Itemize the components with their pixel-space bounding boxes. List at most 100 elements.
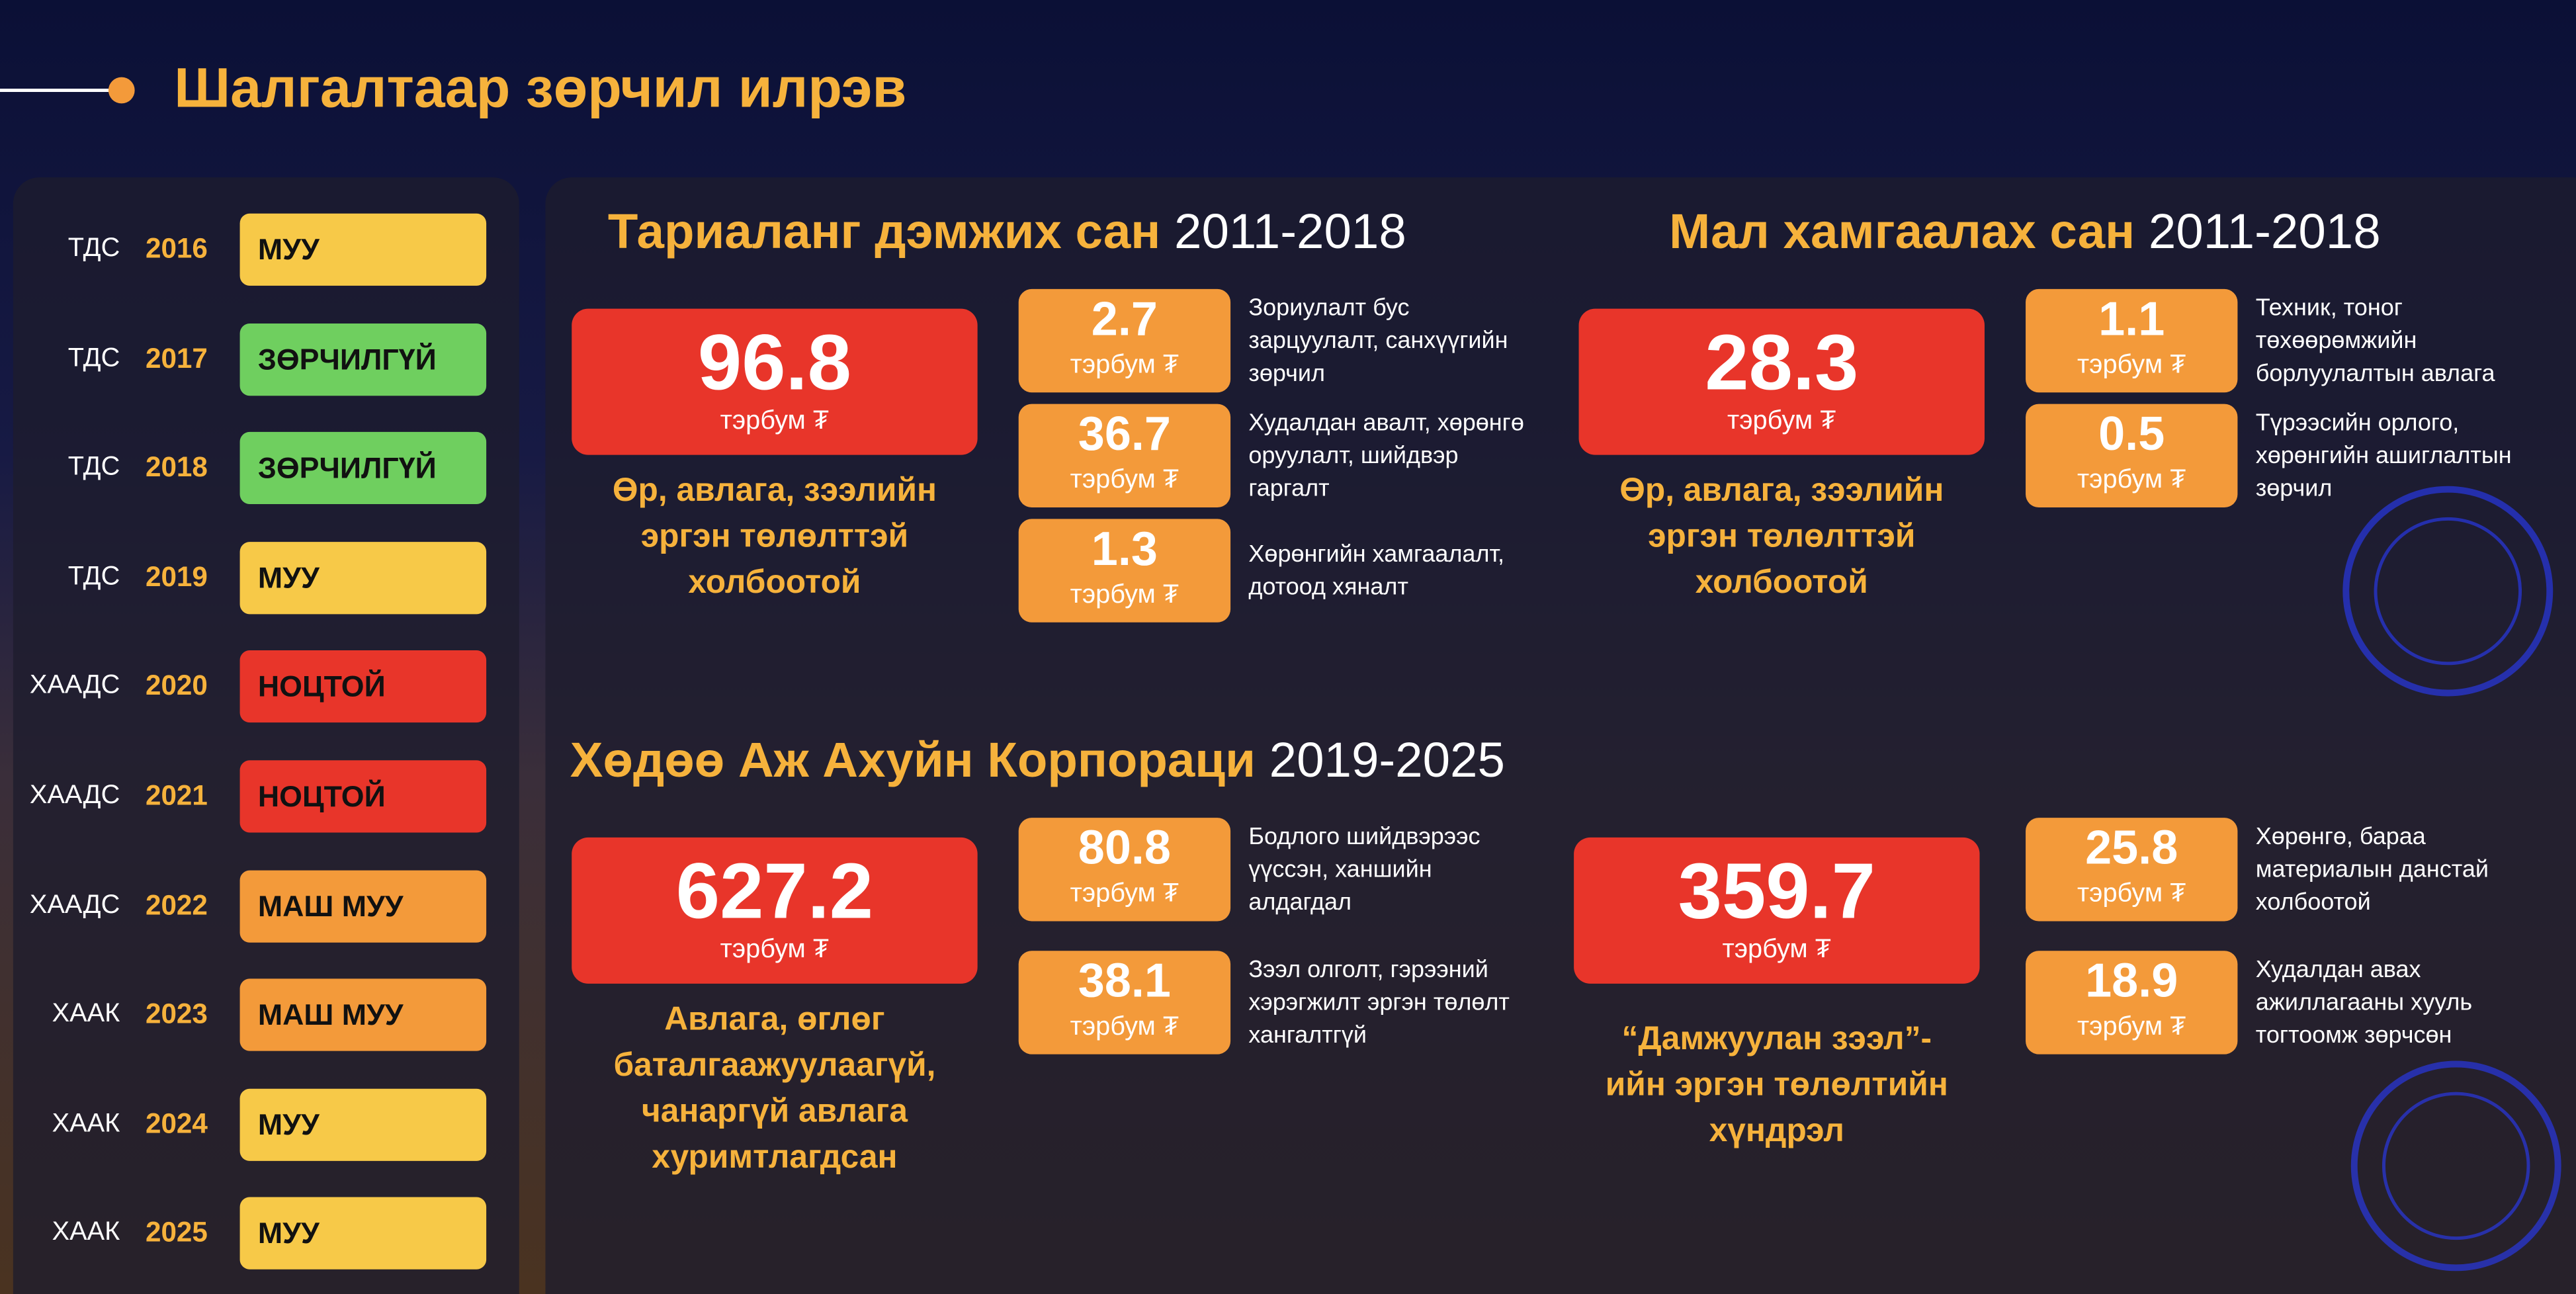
item-text: холбоотой xyxy=(2255,890,2371,917)
status-label: МУУ xyxy=(257,1217,320,1250)
org-label: ХААК xyxy=(52,1000,120,1029)
item-value: 25.8 xyxy=(2085,822,2178,876)
status-pill xyxy=(239,869,487,942)
status-pill xyxy=(239,760,487,833)
main-caption: Өр, авлага, зээлийн xyxy=(1619,472,1944,509)
org-label: ТДС xyxy=(67,234,120,263)
status-label: НОЦТОЙ xyxy=(257,670,386,704)
item-box xyxy=(2026,288,2238,393)
main-caption: Өр, авлага, зээлийн xyxy=(612,472,937,509)
status-label: МУУ xyxy=(257,561,320,595)
item-box xyxy=(1018,818,1231,922)
item-value: 36.7 xyxy=(1078,409,1171,462)
item-value: 2.7 xyxy=(1091,294,1158,347)
year-label: 2016 xyxy=(145,233,208,265)
item-text: зарцуулалт, санхүүгийн xyxy=(1248,328,1508,355)
item-text: Худалдан авалт, хөрөнгө xyxy=(1248,410,1524,437)
section-name: Тариаланг дэмжих сан xyxy=(607,205,1161,260)
main-caption: “Дамжуулан зээл”- xyxy=(1621,1021,1932,1058)
item-unit: тэрбум ₮ xyxy=(1070,581,1180,609)
main-box xyxy=(572,308,978,455)
main-caption: эргэн төлөлттэй xyxy=(640,519,909,555)
status-pill xyxy=(239,650,487,724)
main-box xyxy=(1578,308,1985,455)
year-label: 2023 xyxy=(145,998,208,1030)
item-box xyxy=(1018,519,1231,623)
section-title: Хөдөө Аж Ахуйн Корпораци 2019-2025 xyxy=(570,734,1505,790)
status-label: МУУ xyxy=(257,1108,320,1141)
item-text: хангалтгүй xyxy=(1248,1023,1367,1050)
main-caption: эргэн төлөлттэй xyxy=(1648,519,1916,555)
item-text: Худалдан авах xyxy=(2255,957,2421,984)
year-label: 2024 xyxy=(145,1108,208,1140)
year-label: 2017 xyxy=(145,342,208,374)
item-value: 18.9 xyxy=(2085,955,2178,1009)
item-value: 38.1 xyxy=(1078,955,1171,1009)
item-box xyxy=(1018,288,1231,393)
item-text: үүссэн, ханшийн xyxy=(1248,857,1432,884)
main-unit: тэрбум ₮ xyxy=(1722,935,1832,965)
item-unit: тэрбум ₮ xyxy=(2077,1013,2186,1041)
item-value: 80.8 xyxy=(1078,822,1171,876)
main-caption: ийн эргэн төлөлтийн xyxy=(1605,1067,1948,1104)
status-pill xyxy=(239,322,487,396)
item-unit: тэрбум ₮ xyxy=(2077,880,2186,908)
section-name: Хөдөө Аж Ахуйн Корпораци xyxy=(570,734,1256,789)
status-pill xyxy=(239,1088,487,1161)
status-label: МАШ МУУ xyxy=(257,998,404,1032)
item-text: хэрэгжилт эргэн төлөлт xyxy=(1248,990,1510,1017)
item-text: борлуулалтын авлага xyxy=(2255,361,2495,388)
year-label: 2020 xyxy=(145,670,208,702)
item-text: оруулалт, шийдвэр xyxy=(1248,443,1459,470)
status-pill xyxy=(239,978,487,1052)
item-box xyxy=(2026,951,2238,1055)
item-unit: тэрбум ₮ xyxy=(2077,351,2186,380)
org-label: ХААДС xyxy=(29,781,120,810)
item-text: Түрээсийн орлого, xyxy=(2255,410,2460,437)
main-caption: холбоотой xyxy=(1695,564,1868,601)
item-unit: тэрбум ₮ xyxy=(1070,1013,1180,1041)
org-label: ТДС xyxy=(67,344,120,372)
year-label: 2019 xyxy=(145,561,208,593)
item-box xyxy=(2026,818,2238,922)
org-label: ТДС xyxy=(67,453,120,482)
item-unit: тэрбум ₮ xyxy=(2077,466,2186,495)
item-text: дотоод хяналт xyxy=(1248,574,1408,601)
item-text: ажиллагааны хууль xyxy=(2255,990,2473,1017)
main-caption: баталгаажуулаагүй, xyxy=(613,1047,936,1084)
status-label: МУУ xyxy=(257,233,320,267)
item-text: алдагдал xyxy=(1248,890,1352,917)
main-unit: тэрбум ₮ xyxy=(720,935,830,965)
item-box xyxy=(2026,404,2238,508)
status-pill xyxy=(239,432,487,505)
status-label: ЗӨРЧИЛГҮЙ xyxy=(257,342,437,376)
org-label: ТДС xyxy=(67,562,120,591)
section-title: Мал хамгаалах сан 2011-2018 xyxy=(1669,205,2381,261)
section-period: 2011-2018 xyxy=(2148,205,2381,260)
main-caption: чанаргүй авлага xyxy=(641,1094,908,1130)
stamp xyxy=(2342,486,2554,697)
year-label: 2022 xyxy=(145,889,208,921)
org-label: ХААДС xyxy=(29,890,120,920)
status-pill xyxy=(239,1197,487,1270)
status-pill xyxy=(239,541,487,614)
status-pill xyxy=(239,213,487,286)
status-label: МАШ МУУ xyxy=(257,889,404,923)
section-period: 2019-2025 xyxy=(1269,734,1505,789)
main-box xyxy=(572,837,978,984)
status-label: НОЦТОЙ xyxy=(257,780,386,813)
main-unit: тэрбум ₮ xyxy=(720,407,830,435)
year-label: 2021 xyxy=(145,780,208,812)
item-text: Зориулалт бус xyxy=(1248,295,1410,322)
item-text: зөрчил xyxy=(1248,361,1326,388)
main-caption: хүндрэл xyxy=(1709,1113,1844,1150)
item-text: материалын данстай xyxy=(2255,857,2489,884)
header-line xyxy=(0,89,115,93)
item-unit: тэрбум ₮ xyxy=(1070,880,1180,908)
main-value: 96.8 xyxy=(697,320,851,408)
main-value: 627.2 xyxy=(675,849,874,936)
item-value: 1.1 xyxy=(2098,294,2165,347)
item-text: Зээл олголт, гэрээний xyxy=(1248,957,1488,984)
